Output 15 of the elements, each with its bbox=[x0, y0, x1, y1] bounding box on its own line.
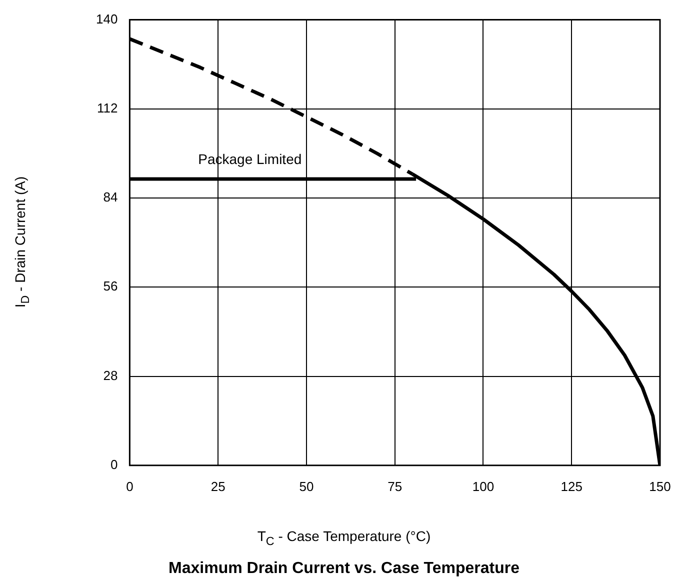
x-tick-label: 0 bbox=[126, 478, 134, 494]
y-tick-label: 112 bbox=[96, 100, 118, 116]
x-axis-title: T$_{C}$ - Case Temperature (°C) bbox=[256, 528, 432, 548]
x-tick-label: 100 bbox=[472, 478, 494, 494]
y-tick-label: 56 bbox=[103, 278, 118, 294]
text: Maximum Drain Current vs. Case Temperature bbox=[168, 560, 520, 578]
y-tick-label: 28 bbox=[103, 368, 118, 383]
x-tick-label: 75 bbox=[388, 478, 402, 494]
y-tick-label: 84 bbox=[103, 190, 118, 205]
x-tick-label: 25 bbox=[210, 478, 226, 494]
y-tick-label: 0 bbox=[110, 456, 118, 472]
x-tick-label: 150 bbox=[649, 478, 671, 494]
x-tick-label: 50 bbox=[299, 478, 314, 494]
x-tick-label: 125 bbox=[560, 478, 582, 494]
y-tick-label: 140 bbox=[96, 11, 118, 26]
